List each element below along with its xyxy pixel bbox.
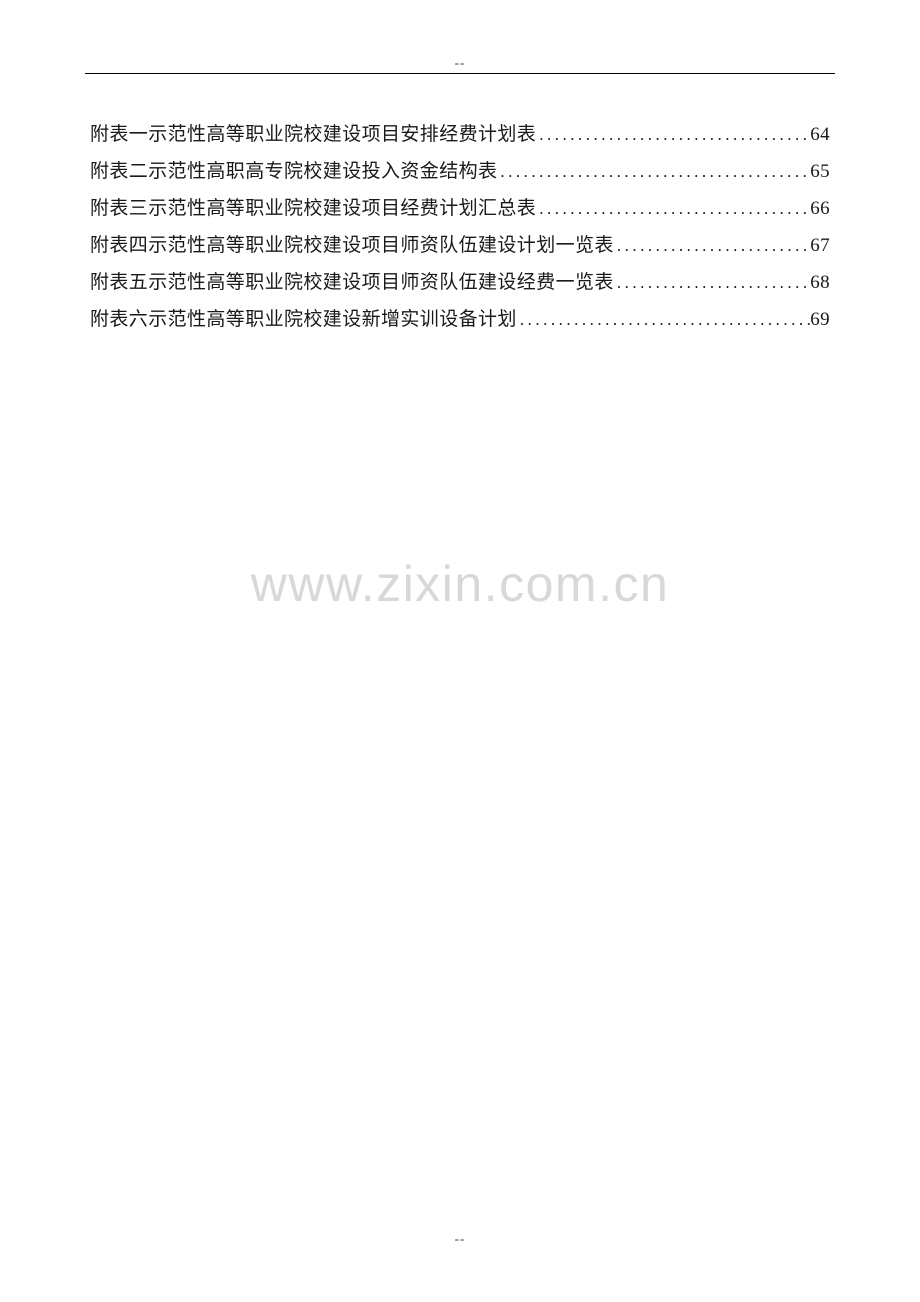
toc-title: 示范性高等职业院校建设项目师资队伍建设经费一览表 (148, 264, 614, 301)
toc-page-number: 66 (810, 190, 830, 227)
toc-label: 附表四 (90, 227, 148, 264)
toc-page-number: 68 (810, 264, 830, 301)
toc-page-number: 65 (810, 153, 830, 190)
toc-dots: ........................................… (614, 266, 810, 299)
toc-title: 示范性高等职业院校建设新增实训设备计划 (148, 301, 517, 338)
header-marker: -- (85, 55, 835, 71)
toc-entry: 附表一 示范性高等职业院校建设项目安排经费计划表 ...............… (90, 116, 830, 153)
toc-page-number: 67 (810, 227, 830, 264)
toc-dots: ........................................… (536, 192, 810, 225)
toc-label: 附表一 (90, 116, 148, 153)
toc-label: 附表三 (90, 190, 148, 227)
page-container: -- 附表一 示范性高等职业院校建设项目安排经费计划表 ............… (0, 0, 920, 1302)
toc-dots: ........................................… (517, 303, 810, 336)
toc-entry: 附表二 示范性高职高专院校建设投入资金结构表 .................… (90, 153, 830, 190)
watermark-text: www.zixin.com.cn (251, 555, 670, 613)
toc-label: 附表五 (90, 264, 148, 301)
toc-page-number: 69 (810, 301, 830, 338)
toc-entry: 附表三 示范性高等职业院校建设项目经费计划汇总表 ...............… (90, 190, 830, 227)
toc-title: 示范性高等职业院校建设项目安排经费计划表 (148, 116, 536, 153)
toc-page-number: 64 (810, 116, 830, 153)
toc-list: 附表一 示范性高等职业院校建设项目安排经费计划表 ...............… (85, 116, 835, 338)
toc-dots: ........................................… (497, 155, 810, 188)
header-rule (85, 73, 835, 74)
toc-dots: ........................................… (536, 118, 810, 151)
toc-title: 示范性高等职业院校建设项目经费计划汇总表 (148, 190, 536, 227)
toc-title: 示范性高职高专院校建设投入资金结构表 (148, 153, 497, 190)
toc-label: 附表二 (90, 153, 148, 190)
toc-label: 附表六 (90, 301, 148, 338)
toc-entry: 附表五 示范性高等职业院校建设项目师资队伍建设经费一览表 ...........… (90, 264, 830, 301)
footer-marker: -- (455, 1231, 466, 1247)
toc-title: 示范性高等职业院校建设项目师资队伍建设计划一览表 (148, 227, 614, 264)
toc-entry: 附表六 示范性高等职业院校建设新增实训设备计划 ................… (90, 301, 830, 338)
toc-dots: ........................................… (614, 229, 810, 262)
toc-entry: 附表四 示范性高等职业院校建设项目师资队伍建设计划一览表 ...........… (90, 227, 830, 264)
